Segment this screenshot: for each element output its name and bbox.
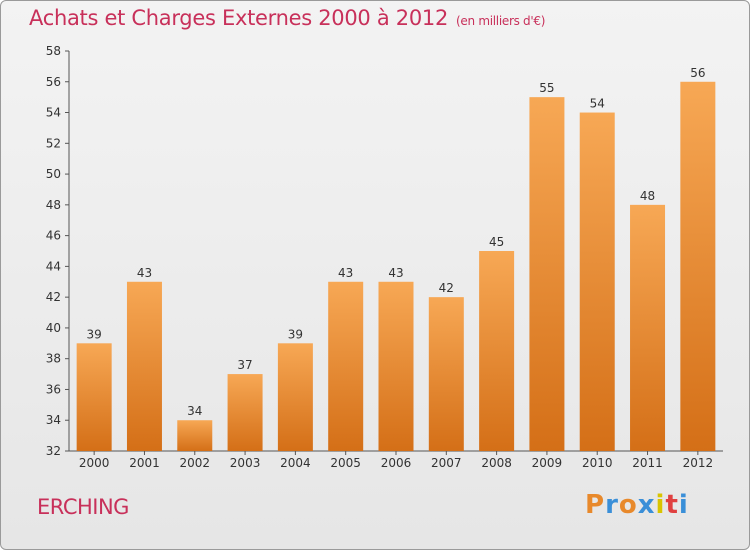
x-tick-label-2004: 2004: [280, 456, 311, 470]
chart-title: Achats et Charges Externes 2000 à 2012 (e…: [29, 6, 545, 30]
value-label-2004: 39: [288, 327, 303, 341]
x-tick-label-2003: 2003: [230, 456, 261, 470]
value-label-2012: 56: [690, 66, 705, 80]
logo-letter: i: [655, 490, 666, 520]
value-label-2011: 48: [640, 189, 655, 203]
logo-letter: t: [665, 490, 679, 520]
axes: 32 34 36 38 40 42 44 46 48 50 52 54 56 58 2000 2001 2002…: [46, 44, 723, 470]
logo-letter: P: [585, 490, 606, 520]
y-tick-label: 38: [46, 352, 61, 366]
y-tick-label: 58: [46, 44, 61, 58]
bar-2007: [428, 297, 464, 451]
y-tick-label: 56: [46, 75, 61, 89]
x-tick-label-2001: 2001: [129, 456, 160, 470]
x-tick-label-2010: 2010: [582, 456, 613, 470]
value-label-2006: 43: [388, 266, 403, 280]
x-tick-label-2002: 2002: [179, 456, 210, 470]
y-tick-label: 32: [46, 444, 61, 458]
y-tick-label: 34: [46, 413, 61, 427]
y-tick-label: 44: [46, 259, 61, 273]
bar-2008: [479, 251, 515, 451]
bar-2009: [529, 97, 565, 452]
y-tick-label: 52: [46, 136, 61, 150]
value-label-2009: 55: [539, 81, 554, 95]
y-tick-label: 36: [46, 382, 61, 396]
value-label-2003: 37: [237, 358, 252, 372]
chart-title-text: Achats et Charges Externes 2000 à 2012: [29, 6, 449, 30]
bar-2001: [126, 281, 162, 451]
bar-2000: [76, 343, 112, 451]
y-tick-label: 50: [46, 167, 61, 181]
x-tick-label-2008: 2008: [481, 456, 512, 470]
logo-letter: x: [637, 490, 656, 520]
x-tick-label-2009: 2009: [532, 456, 563, 470]
bar-2002: [177, 420, 213, 451]
value-label-2010: 54: [590, 97, 605, 111]
logo-letter: o: [618, 490, 638, 520]
x-tick-label-2005: 2005: [330, 456, 361, 470]
bars: 39 43 34 37 39 43 43 42 45 55 54 48 56: [76, 66, 716, 452]
y-tick-label: 54: [46, 106, 61, 120]
value-label-2008: 45: [489, 235, 504, 249]
x-tick-label-2006: 2006: [381, 456, 412, 470]
bar-2006: [378, 281, 414, 451]
value-label-2001: 43: [137, 266, 152, 280]
y-tick-label: 46: [46, 229, 61, 243]
x-tick-label-2011: 2011: [632, 456, 663, 470]
proxiti-logo: Proxiti: [585, 490, 689, 520]
y-tick-label: 48: [46, 198, 61, 212]
bar-2011: [630, 204, 666, 451]
commune-name: ERCHING: [37, 495, 129, 519]
logo-letter: i: [678, 490, 689, 520]
x-tick-label-2007: 2007: [431, 456, 462, 470]
bar-2012: [680, 81, 716, 452]
value-label-2005: 43: [338, 266, 353, 280]
x-tick-label-2000: 2000: [79, 456, 110, 470]
x-tick-label-2012: 2012: [683, 456, 714, 470]
y-tick-label: 42: [46, 290, 61, 304]
bar-2004: [277, 343, 313, 451]
logo-letter: r: [605, 490, 619, 520]
chart-subtitle: (en milliers d'€): [456, 14, 546, 28]
bar-2003: [227, 374, 263, 451]
value-label-2002: 34: [187, 404, 202, 418]
bar-2005: [328, 281, 364, 451]
value-label-2000: 39: [87, 327, 102, 341]
y-tick-label: 40: [46, 321, 61, 335]
bar-2010: [579, 112, 615, 452]
value-label-2007: 42: [439, 281, 454, 295]
